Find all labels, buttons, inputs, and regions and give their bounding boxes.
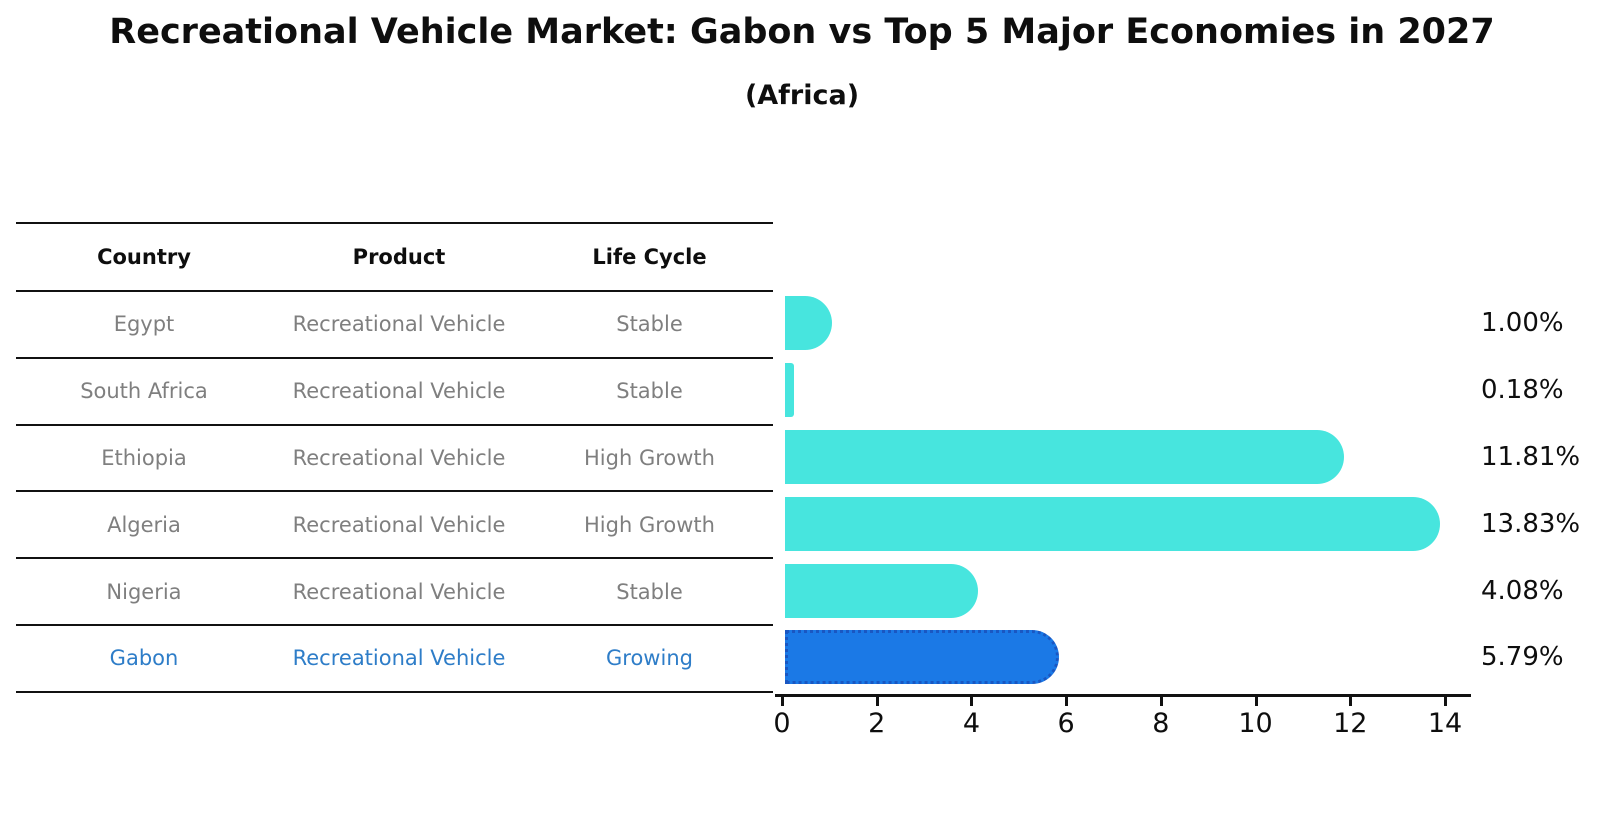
bar-plot-area: [785, 290, 1475, 695]
cell-product: Recreational Vehicle: [292, 445, 506, 470]
table-header-product: Product: [352, 245, 446, 269]
cell-product: Recreational Vehicle: [292, 312, 506, 337]
country-table: Country Product Life Cycle Egypt Recreati…: [16, 222, 773, 693]
table-header-country: Country: [97, 245, 191, 269]
x-tick-mark-14: [1444, 697, 1447, 706]
cell-product: Recreational Vehicle: [292, 512, 506, 537]
value-label-south-africa: 0.18%: [1481, 375, 1564, 406]
x-tick-label-0: 0: [773, 708, 791, 739]
x-tick-mark-6: [1065, 697, 1069, 706]
cell-product: Recreational Vehicle: [292, 379, 506, 404]
value-label-nigeria: 4.08%: [1481, 575, 1564, 606]
table-row-egypt: Egypt Recreational Vehicle Stable: [16, 292, 773, 359]
cell-country: South Africa: [80, 379, 208, 404]
cell-country: Egypt: [113, 312, 175, 337]
chart-title: Recreational Vehicle Market: Gabon vs To…: [109, 12, 1495, 52]
x-tick-mark-10: [1254, 697, 1258, 706]
table-header-row: Country Product Life Cycle: [16, 224, 773, 292]
x-tick-label-4: 4: [962, 708, 981, 739]
value-label-ethiopia: 11.81%: [1481, 442, 1581, 472]
x-tick-mark-2: [875, 697, 879, 706]
x-tick-label-8: 8: [1152, 708, 1170, 739]
cell-country: Ethiopia: [101, 445, 187, 470]
bar-algeria: [785, 496, 1440, 551]
x-tick-label-2: 2: [868, 708, 886, 739]
x-tick-mark-8: [1159, 697, 1163, 706]
table-header-life-cycle: Life Cycle: [592, 245, 707, 269]
table-row-ethiopia: Ethiopia Recreational Vehicle High Growth: [16, 426, 773, 493]
table-row-nigeria: Nigeria Recreational Vehicle Stable: [16, 559, 773, 626]
chart-subtitle: (Africa): [744, 80, 860, 111]
cell-life-cycle: Stable: [616, 579, 683, 604]
cell-country: Gabon: [109, 646, 179, 671]
bar-nigeria: [785, 563, 979, 618]
bar-south-africa: [785, 363, 794, 418]
bar-ethiopia: [785, 430, 1345, 484]
value-label-gabon: 5.79%: [1481, 642, 1564, 673]
cell-life-cycle: Stable: [616, 312, 683, 337]
table-row-gabon: Gabon Recreational Vehicle Growing: [16, 626, 773, 691]
x-axis-line: [775, 694, 1471, 697]
cell-life-cycle: High Growth: [584, 445, 715, 470]
value-label-algeria: 13.83%: [1481, 508, 1581, 539]
cell-country: Nigeria: [106, 579, 182, 604]
x-tick-mark-0: [781, 697, 784, 706]
bar-egypt: [785, 296, 833, 351]
x-tick-label-14: 14: [1427, 708, 1463, 739]
x-tick-label-12: 12: [1333, 708, 1368, 739]
table-row-south-africa: South Africa Recreational Vehicle Stable: [16, 359, 773, 426]
table-row-algeria: Algeria Recreational Vehicle High Growth: [16, 492, 773, 560]
cell-country: Algeria: [107, 512, 181, 537]
bar-gabon: [785, 630, 1060, 685]
cell-product: Recreational Vehicle: [292, 646, 506, 671]
x-tick-mark-12: [1349, 697, 1353, 706]
cell-product: Recreational Vehicle: [292, 579, 506, 604]
x-tick-label-6: 6: [1057, 708, 1075, 739]
cell-life-cycle: Growing: [606, 646, 693, 671]
cell-life-cycle: Stable: [616, 379, 683, 404]
value-label-egypt: 1.00%: [1481, 308, 1564, 339]
cell-life-cycle: High Growth: [584, 512, 715, 537]
x-tick-label-10: 10: [1238, 708, 1273, 739]
table-body: Egypt Recreational Vehicle Stable South Afr…: [16, 292, 773, 691]
x-tick-mark-4: [970, 697, 974, 706]
